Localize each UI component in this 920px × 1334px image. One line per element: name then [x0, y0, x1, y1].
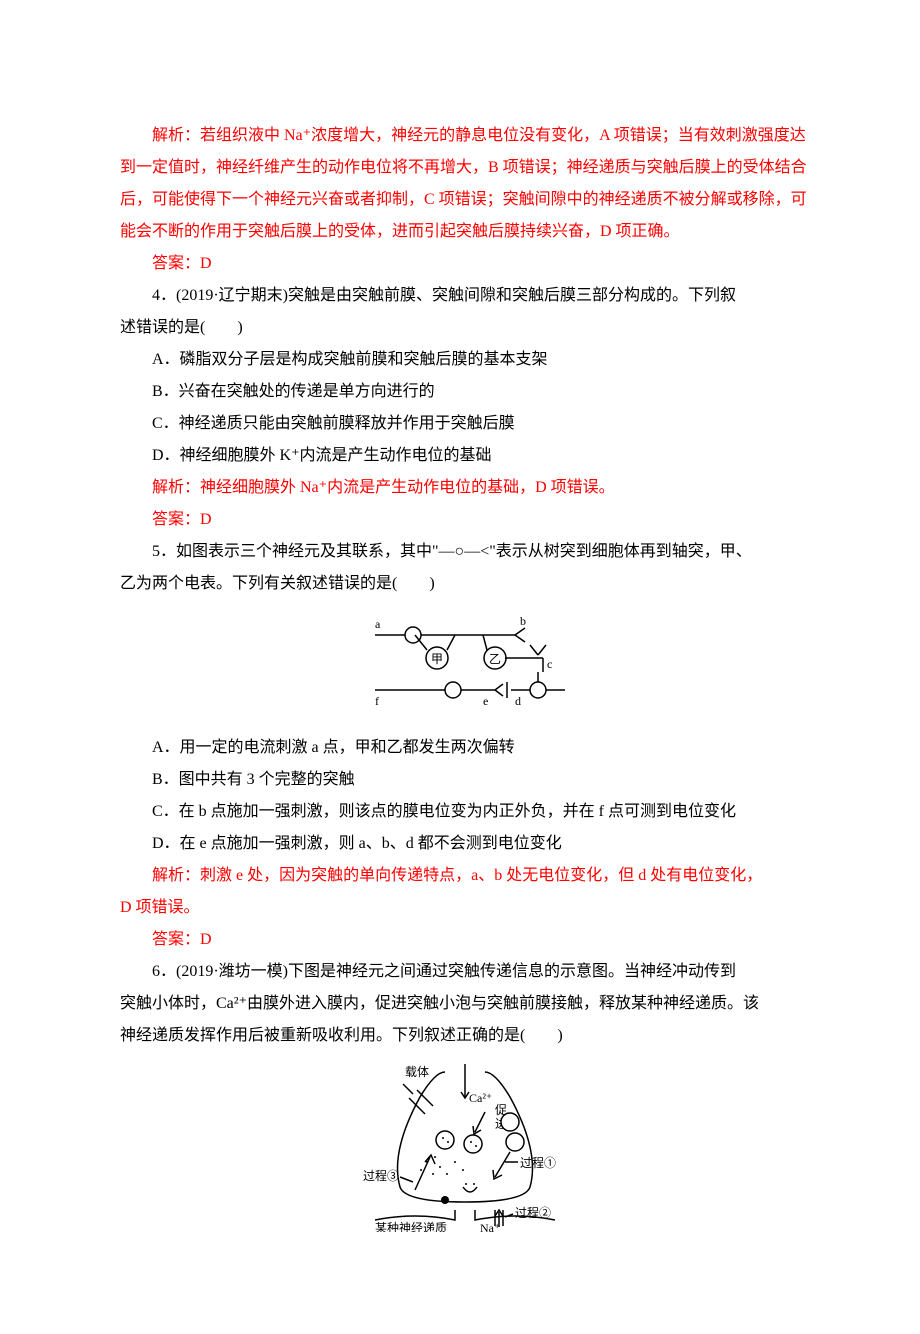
q6-figure: 载体 Ca²⁺ 促 进	[120, 1062, 810, 1244]
q3-analysis: 解析：若组织液中 Na⁺浓度增大，神经元的静息电位没有变化，A 项错误；当有效刺…	[120, 120, 810, 248]
q3-answer: 答案：D	[120, 248, 810, 280]
q5-option-c: C．在 b 点施加一强刺激，则该点的膜电位变为内正外负，并在 f 点可测到电位变…	[120, 796, 810, 828]
svg-text:Ca²⁺: Ca²⁺	[469, 1091, 492, 1105]
q4-option-d: D．神经细胞膜外 K⁺内流是产生动作电位的基础	[120, 440, 810, 472]
q5-figure: a b 甲 乙 c	[120, 610, 810, 722]
q6-stem-line3: 神经递质发挥作用后被重新吸收利用。下列叙述正确的是( )	[120, 1020, 810, 1052]
page: 解析：若组织液中 Na⁺浓度增大，神经元的静息电位没有变化，A 项错误；当有效刺…	[0, 0, 920, 1334]
q5-stem-line2: 乙为两个电表。下列有关叙述错误的是( )	[120, 568, 810, 600]
svg-text:过程②: 过程②	[515, 1205, 551, 1220]
svg-text:f: f	[375, 694, 379, 708]
svg-text:过程①: 过程①	[520, 1155, 556, 1170]
q4-analysis: 解析：神经细胞膜外 Na⁺内流是产生动作电位的基础，D 项错误。	[120, 472, 810, 504]
q4-stem-line2: 述错误的是( )	[120, 312, 810, 344]
q5-option-a: A．用一定的电流刺激 a 点，甲和乙都发生两次偏转	[120, 732, 810, 764]
q6-stem-line1: 6．(2019·潍坊一模)下图是神经元之间通过突触传递信息的示意图。当神经冲动传…	[120, 956, 810, 988]
svg-text:某种神经递质: 某种神经递质	[375, 1221, 447, 1232]
svg-text:b: b	[520, 614, 526, 628]
q5-analysis-line1: 解析：刺激 e 处，因为突触的单向传递特点，a、b 处无电位变化，但 d 处有电…	[120, 860, 810, 892]
q4-stem-line1: 4．(2019·辽宁期末)突触是由突触前膜、突触间隙和突触后膜三部分构成的。下列…	[120, 280, 810, 312]
svg-text:过程③: 过程③	[363, 1168, 399, 1183]
svg-text:e: e	[483, 694, 488, 708]
q4-option-b: B．兴奋在突触处的传递是单方向进行的	[120, 376, 810, 408]
q5-stem-line1: 5．如图表示三个神经元及其联系，其中"—○—<"表示从树突到细胞体再到轴突，甲、	[120, 536, 810, 568]
svg-text:甲: 甲	[431, 652, 443, 666]
svg-text:a: a	[375, 617, 381, 631]
q4-option-c: C．神经递质只能由突触前膜释放并作用于突触后膜	[120, 408, 810, 440]
q6-diagram-svg: 载体 Ca²⁺ 促 进	[345, 1062, 585, 1232]
q5-answer: 答案：D	[120, 924, 810, 956]
q5-analysis-line2: D 项错误。	[120, 892, 810, 924]
q5-option-b: B．图中共有 3 个完整的突触	[120, 764, 810, 796]
q4-answer: 答案：D	[120, 504, 810, 536]
svg-text:载体: 载体	[405, 1065, 429, 1079]
svg-text:c: c	[547, 657, 552, 671]
q5-option-d: D．在 e 点施加一强刺激，则 a、b、d 都不会测到电位变化	[120, 828, 810, 860]
svg-text:Na⁺: Na⁺	[480, 1221, 500, 1232]
svg-text:d: d	[515, 694, 521, 708]
q4-option-a: A．磷脂双分子层是构成突触前膜和突触后膜的基本支架	[120, 344, 810, 376]
q6-stem-line2: 突触小体时，Ca²⁺由膜外进入膜内，促进突触小泡与突触前膜接触，释放某种神经递质…	[120, 988, 810, 1020]
svg-text:乙: 乙	[489, 652, 501, 666]
q5-diagram-svg: a b 甲 乙 c	[355, 610, 575, 710]
